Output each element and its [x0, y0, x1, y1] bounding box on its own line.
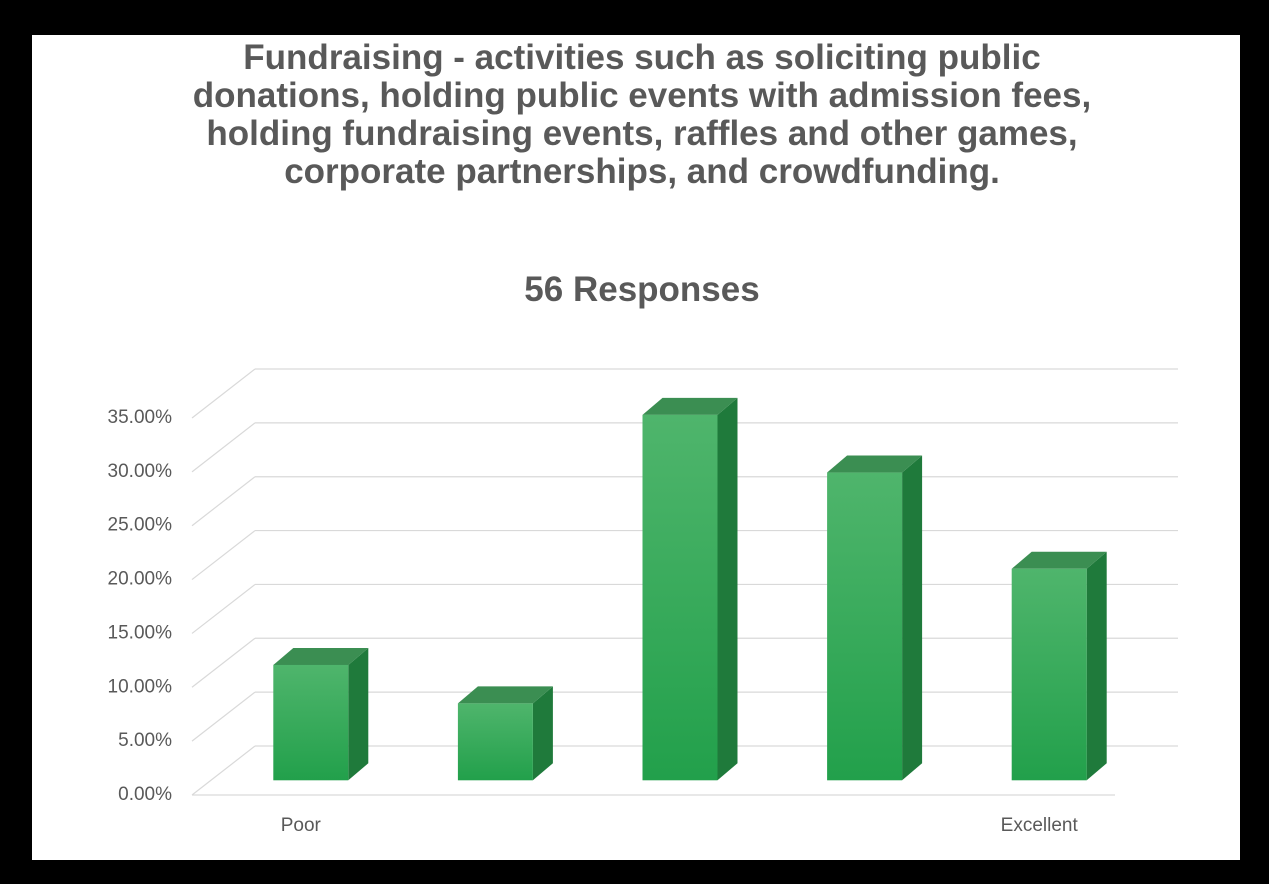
grid-line — [191, 745, 256, 796]
y-tick-label: 5.00% — [118, 730, 172, 751]
grid-line — [191, 476, 256, 527]
bar-side — [717, 397, 738, 781]
grid-line — [191, 422, 256, 473]
bar-side — [532, 686, 553, 781]
grid-line — [191, 691, 256, 742]
x-tick-label: Excellent — [1001, 815, 1079, 836]
grid-line — [191, 637, 256, 688]
chart-panel: Fundraising - activities such as solicit… — [32, 35, 1240, 860]
y-tick-label: 25.00% — [108, 515, 173, 536]
bar — [457, 703, 533, 781]
bar-top — [273, 647, 369, 665]
bar — [642, 414, 718, 781]
chart-title: Fundraising - activities such as solicit… — [192, 38, 1092, 191]
bar — [1011, 568, 1087, 781]
bar-side — [902, 455, 923, 781]
y-tick-label: 20.00% — [108, 569, 173, 590]
grid-line — [191, 530, 256, 581]
bar-top — [642, 397, 738, 415]
y-tick-label: 0.00% — [118, 784, 172, 805]
x-tick-label: Poor — [281, 815, 322, 836]
grid-line — [191, 368, 256, 419]
bar-side — [348, 647, 369, 781]
y-tick-label: 10.00% — [108, 676, 173, 697]
y-tick-label: 35.00% — [108, 407, 173, 428]
bar-top — [1011, 551, 1107, 569]
y-tick-label: 15.00% — [108, 622, 173, 643]
bar-top — [457, 686, 553, 704]
y-tick-label: 30.00% — [108, 461, 173, 482]
bar-side — [1086, 551, 1107, 781]
chart-subtitle: 56 Responses — [524, 270, 760, 309]
grid-line — [191, 583, 256, 634]
bar — [827, 472, 903, 781]
bar — [273, 664, 349, 781]
bar-top — [827, 455, 923, 473]
